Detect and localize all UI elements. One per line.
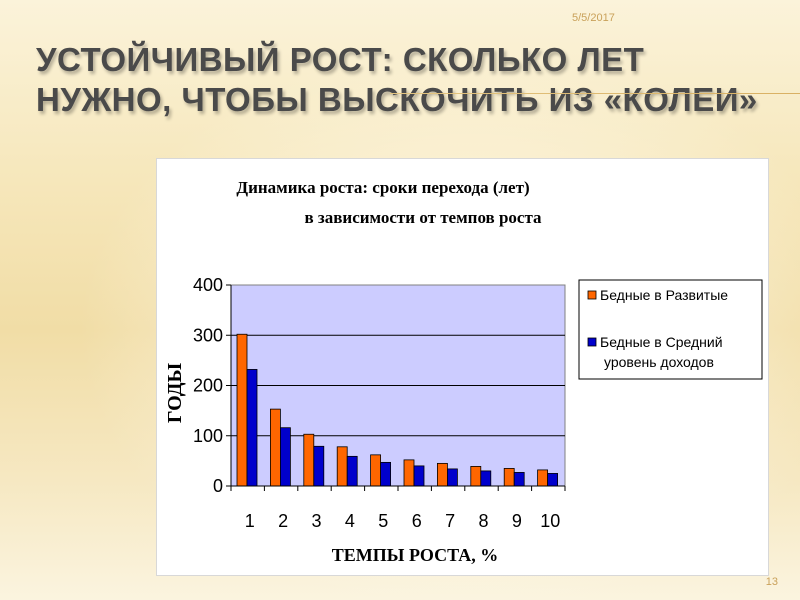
bar-series-1-5 <box>370 454 382 487</box>
x-tick-label: 7 <box>445 511 455 531</box>
x-tick-label: 9 <box>512 511 522 531</box>
bar-series-1-7 <box>436 462 448 487</box>
bar-series-2-3 <box>313 445 325 487</box>
y-tick-label: 300 <box>193 325 223 345</box>
y-tick-label: 200 <box>193 376 223 396</box>
y-tick-label: 400 <box>193 275 223 295</box>
y-tick-label: 0 <box>213 476 223 496</box>
legend: Бедные в Развитые Бедные в Средний уровень… <box>578 279 763 380</box>
x-tick-label: 5 <box>378 511 388 531</box>
bar-chart: Динамика роста: сроки перехода (лет) в з… <box>164 178 763 565</box>
x-tick-label: 8 <box>478 511 488 531</box>
bar-series-1-2 <box>270 408 281 487</box>
bar-series-2-9 <box>513 472 525 487</box>
bar-series-2-4 <box>346 455 358 487</box>
title-underline <box>390 93 800 94</box>
bar-series-1-9 <box>503 468 515 487</box>
x-tick-label: 2 <box>278 511 288 531</box>
bar-series-2-2 <box>280 427 291 487</box>
legend-label-1: Бедные в Развитые <box>600 287 728 303</box>
bar-series-2-1 <box>246 369 258 487</box>
bar-series-2-8 <box>480 470 492 487</box>
bar-series-1-3 <box>303 433 315 487</box>
bar-series-1-8 <box>470 466 482 487</box>
chart-title-line-2: в зависимости от темпов роста <box>304 208 542 227</box>
bar-series-2-6 <box>413 465 425 487</box>
chart-container: Динамика роста: сроки перехода (лет) в з… <box>156 158 769 576</box>
slide-title: Устойчивый рост: сколько лет нужно, чтоб… <box>36 41 758 118</box>
x-tick-label: 1 <box>245 511 255 531</box>
legend-label-2: Бедные в Средний <box>600 334 723 350</box>
chart-title-line-1: Динамика роста: сроки перехода (лет) <box>236 178 529 197</box>
x-tick-label: 3 <box>311 511 321 531</box>
x-tick-label: 10 <box>540 511 560 531</box>
bar-series-2-7 <box>446 468 458 487</box>
bar-series-2-10 <box>547 473 559 487</box>
bar-series-1-4 <box>336 446 348 487</box>
x-tick-label: 6 <box>412 511 422 531</box>
slide-date: 5/5/2017 <box>572 12 615 24</box>
bar-series-2-5 <box>380 461 392 487</box>
legend-swatch-1 <box>587 290 597 300</box>
legend-swatch-2 <box>587 337 597 347</box>
x-tick-label: 4 <box>345 511 355 531</box>
y-axis-title: ГОДЫ <box>164 363 186 424</box>
bar-series-1-1 <box>236 333 248 487</box>
axes: 0 100 200 300 400 1 2 3 4 5 6 7 8 9 10 <box>193 275 566 531</box>
bars <box>236 333 559 487</box>
slide-number: 13 <box>765 576 778 588</box>
bar-series-1-10 <box>537 469 549 487</box>
legend-label-2: уровень доходов <box>604 354 714 370</box>
legend-box <box>578 279 763 380</box>
y-tick-label: 100 <box>193 426 223 446</box>
bar-series-1-6 <box>403 459 415 487</box>
x-axis-title: ТЕМПЫ РОСТА, % <box>332 545 498 565</box>
